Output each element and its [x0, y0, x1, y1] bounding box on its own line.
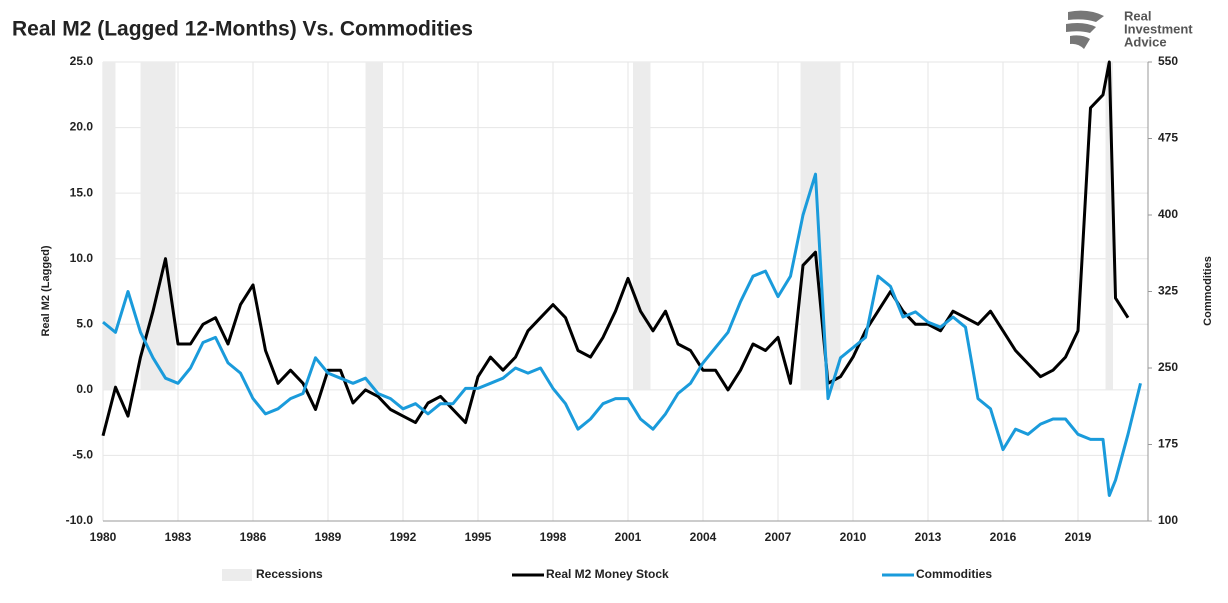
series-line: [102, 172, 1142, 497]
recession-band: [365, 62, 383, 390]
x-tick-label: 2016: [990, 530, 1017, 544]
y-tick-label: 15.0: [70, 185, 94, 199]
y2-tick-label: 100: [1158, 513, 1178, 527]
logo-text: Investment: [1124, 21, 1193, 36]
logo-text: Real: [1124, 8, 1151, 23]
y-axis-label: Real M2 (Lagged): [40, 245, 52, 336]
recession-band: [633, 62, 651, 390]
legend-label: Commodities: [916, 567, 992, 581]
logo-icon: [1066, 10, 1104, 49]
y-tick-label: 25.0: [70, 54, 94, 68]
y-tick-label: 20.0: [70, 120, 94, 134]
legend-label: Real M2 Money Stock: [546, 567, 669, 581]
x-tick-label: 1992: [390, 530, 417, 544]
y2-tick-label: 250: [1158, 360, 1178, 374]
x-tick-label: 1989: [315, 530, 342, 544]
chart-title: Real M2 (Lagged 12-Months) Vs. Commoditi…: [12, 18, 473, 41]
series-line: [101, 60, 1130, 437]
y-tick-label: -5.0: [72, 448, 93, 462]
y2-axis-label: Commodities: [1202, 256, 1214, 326]
legend-swatch: [222, 569, 252, 581]
x-tick-label: 1998: [540, 530, 567, 544]
x-tick-label: 1986: [240, 530, 267, 544]
x-tick-label: 2004: [690, 530, 717, 544]
x-tick-label: 2019: [1065, 530, 1092, 544]
x-tick-label: 1983: [165, 530, 192, 544]
recession-band: [1105, 62, 1113, 390]
x-tick-label: 2001: [615, 530, 642, 544]
x-tick-label: 2007: [765, 530, 792, 544]
y-tick-label: -10.0: [66, 513, 94, 527]
x-tick-label: 1995: [465, 530, 492, 544]
logo-text: Advice: [1124, 34, 1167, 49]
y2-tick-label: 400: [1158, 207, 1178, 221]
recession-band: [800, 62, 841, 390]
y-tick-label: 10.0: [70, 251, 94, 265]
y2-tick-label: 325: [1158, 284, 1178, 298]
recession-band: [103, 62, 116, 390]
legend-label: Recessions: [256, 567, 323, 581]
x-tick-label: 2013: [915, 530, 942, 544]
y-tick-label: 5.0: [76, 316, 93, 330]
x-tick-label: 1980: [90, 530, 117, 544]
y2-tick-label: 475: [1158, 131, 1178, 145]
y2-tick-label: 550: [1158, 54, 1178, 68]
y2-tick-label: 175: [1158, 437, 1178, 451]
x-tick-label: 2010: [840, 530, 867, 544]
y-tick-label: 0.0: [76, 382, 93, 396]
